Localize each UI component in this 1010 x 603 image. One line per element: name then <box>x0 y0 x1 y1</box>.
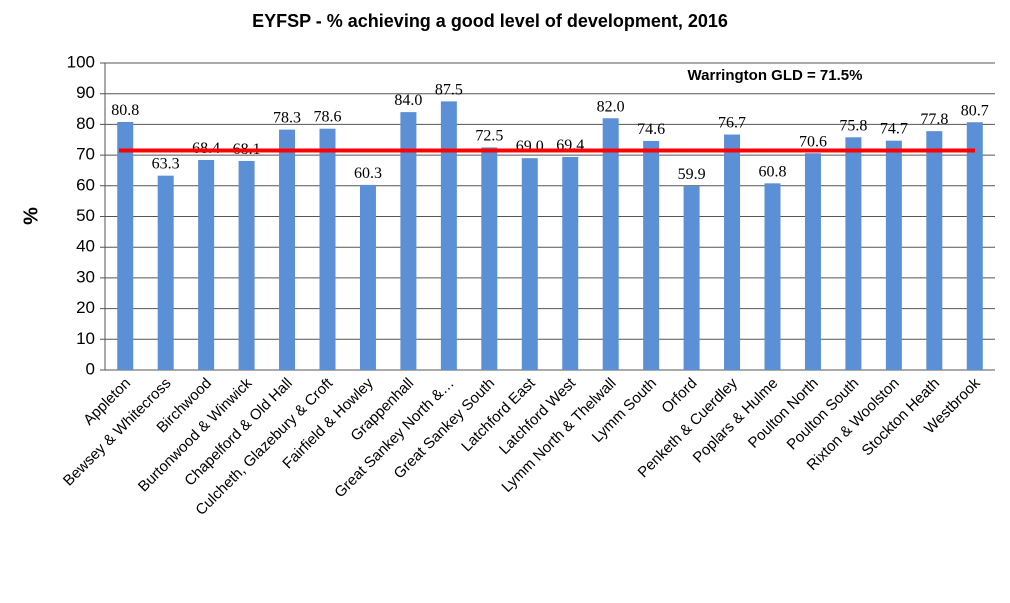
value-label: 74.7 <box>880 121 908 138</box>
y-tick-label: 70 <box>76 145 95 164</box>
value-label: 75.8 <box>839 117 867 134</box>
y-tick-label: 20 <box>76 298 95 317</box>
chart-title: EYFSP - % achieving a good level of deve… <box>252 11 728 31</box>
bar <box>602 118 619 370</box>
value-label: 78.3 <box>273 110 301 127</box>
bar <box>400 112 417 371</box>
value-label: 69.0 <box>516 138 544 155</box>
y-tick-label: 50 <box>76 206 95 225</box>
bar <box>359 184 376 370</box>
value-label: 84.0 <box>394 92 422 109</box>
bar <box>966 122 983 370</box>
bar <box>198 160 215 370</box>
value-label: 70.6 <box>799 133 827 150</box>
value-label: 77.8 <box>920 111 948 128</box>
bar <box>440 101 457 370</box>
value-label: 80.7 <box>961 102 989 119</box>
value-label: 74.6 <box>637 121 665 138</box>
bar <box>117 121 134 370</box>
bar <box>481 147 498 370</box>
bar <box>804 153 821 370</box>
value-label: 72.5 <box>475 127 503 144</box>
y-axis-label: % <box>20 207 42 225</box>
value-label: 63.3 <box>152 156 180 173</box>
bar <box>562 156 579 370</box>
value-label: 87.5 <box>435 81 463 98</box>
bar <box>845 137 862 370</box>
reference-label: Warrington GLD = 71.5% <box>688 67 863 84</box>
y-tick-label: 10 <box>76 329 95 348</box>
y-tick-label: 100 <box>67 52 95 71</box>
bar <box>885 140 902 370</box>
bar <box>764 183 781 370</box>
bar <box>521 158 538 370</box>
value-label: 82.0 <box>597 98 625 115</box>
bar <box>643 140 660 370</box>
y-tick-label: 90 <box>76 83 95 102</box>
bar <box>724 134 741 370</box>
bar <box>157 175 174 370</box>
y-tick-label: 40 <box>76 237 95 256</box>
bar <box>279 129 296 370</box>
bar <box>238 160 255 370</box>
value-label: 80.8 <box>111 102 139 119</box>
value-label: 59.9 <box>678 166 706 183</box>
bar <box>926 131 943 370</box>
y-tick-label: 30 <box>76 267 95 286</box>
value-label: 78.6 <box>314 109 342 126</box>
bar <box>319 128 336 370</box>
value-label: 60.8 <box>759 163 787 180</box>
y-tick-label: 0 <box>86 359 95 378</box>
bar <box>683 186 700 370</box>
y-tick-label: 80 <box>76 114 95 133</box>
value-label: 60.3 <box>354 165 382 182</box>
value-label: 76.7 <box>718 115 746 132</box>
y-tick-label: 60 <box>76 175 95 194</box>
